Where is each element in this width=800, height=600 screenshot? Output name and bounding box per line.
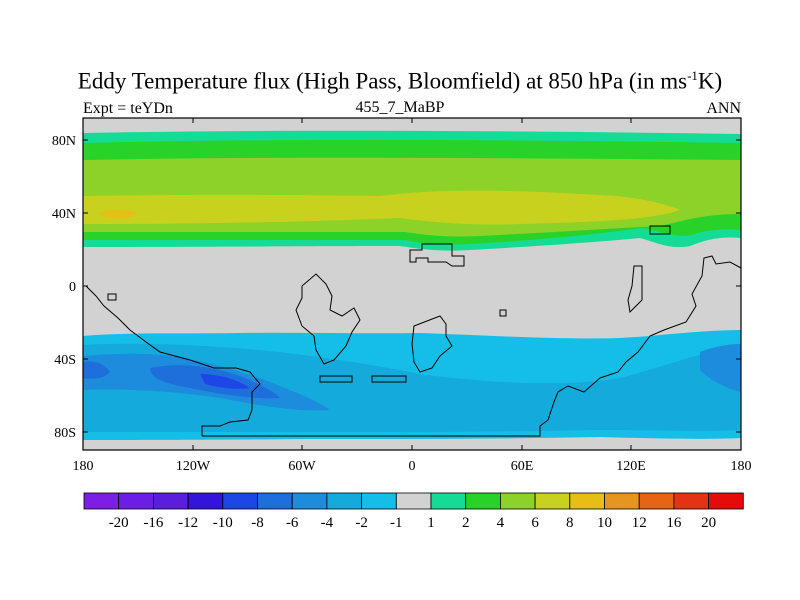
colorbar-swatch — [534, 492, 571, 510]
colorbar-label: 20 — [701, 515, 716, 531]
coast-africa-europe — [409, 243, 465, 373]
colorbar-label: -8 — [251, 515, 264, 531]
colorbar-swatch — [326, 492, 362, 510]
colorbar-swatch — [569, 492, 605, 510]
colorbar-label: -2 — [355, 515, 368, 531]
colorbar-label: -4 — [321, 515, 334, 531]
colorbar-label: 12 — [632, 515, 647, 531]
season-label: ANN — [706, 100, 741, 117]
x-tick-label: 0 — [409, 459, 416, 474]
coast-islands — [107, 225, 671, 383]
x-tick-label: 180 — [73, 459, 94, 474]
y-tick-label: 80S — [54, 426, 76, 441]
colorbar-swatch — [604, 492, 640, 510]
colorbar-swatch — [499, 492, 536, 510]
colorbar-label: -12 — [178, 515, 198, 531]
nh-band-6-8 — [83, 190, 680, 225]
x-tick-label: 180 — [731, 459, 752, 474]
y-tick-marks — [83, 139, 741, 433]
colorbar-label: 1 — [427, 515, 435, 531]
colorbar-swatch — [222, 492, 258, 510]
coast-australia — [583, 255, 741, 393]
colorbar-swatch — [83, 492, 120, 510]
colorbar-label: -1 — [390, 515, 403, 531]
colorbar-label: 16 — [666, 515, 682, 531]
x-tick-label: 60W — [288, 459, 316, 474]
colorbar-swatch — [291, 492, 328, 510]
colorbar-swatch — [152, 492, 189, 510]
x-tick-label: 120W — [176, 459, 211, 474]
colorbar-label: -16 — [143, 515, 163, 531]
sh-band-4-6-east — [700, 344, 741, 392]
colorbar-swatch — [673, 492, 710, 510]
colorbar-label: -10 — [213, 515, 233, 531]
coast-south-america — [295, 273, 361, 365]
colorbar-swatch — [187, 492, 224, 510]
nh-local-max — [100, 210, 136, 218]
colorbar-swatch — [430, 492, 467, 510]
colorbar-swatch — [638, 492, 675, 510]
colorbar-label: 6 — [531, 515, 539, 531]
colorbar-labels: -20 -16 -12 -10 -8 -6 -4 -2 -1 1 2 4 6 8 10 12 16 20 — [109, 515, 716, 531]
colorbar-swatch — [708, 492, 744, 510]
y-tick-label: 40S — [54, 353, 76, 368]
x-tick-label: 60E — [511, 459, 534, 474]
y-tick-label: 40N — [52, 207, 76, 222]
sh-band-6-8-west — [83, 361, 110, 379]
y-tick-label: 80N — [52, 134, 76, 149]
colorbar-label: -20 — [109, 515, 129, 531]
y-tick-label: 0 — [69, 280, 76, 295]
colorbar-label: 10 — [597, 515, 612, 531]
y-tick-labels: 80N 40N 0 40S 80S — [52, 134, 76, 441]
chart-title: Eddy Temperature flux (High Pass, Bloomf… — [77, 68, 723, 94]
colorbar-swatch — [257, 492, 293, 510]
run-label: 455_7_MaBP — [355, 99, 445, 116]
colorbar-swatch — [361, 492, 397, 510]
map-plot-area — [83, 118, 741, 450]
x-tick-marks — [82, 118, 742, 450]
coast-antarctica — [85, 285, 585, 437]
x-tick-label: 120E — [616, 459, 646, 474]
colorbar-label: -6 — [286, 515, 299, 531]
colorbar-label: 4 — [497, 515, 505, 531]
sh-band-2-4 — [83, 343, 741, 432]
colorbar-label: 8 — [566, 515, 574, 531]
experiment-label: Expt = teYDn — [83, 100, 173, 117]
colorbar — [83, 492, 744, 510]
sh-band-8-10 — [200, 374, 250, 389]
coastlines — [85, 225, 741, 437]
colorbar-swatch — [118, 492, 154, 510]
colorbar-swatch — [465, 492, 501, 510]
colorbar-swatch — [395, 492, 432, 510]
colorbar-label: 2 — [462, 515, 470, 531]
x-tick-labels: 180 120W 60W 0 60E 120E 180 — [73, 459, 752, 474]
